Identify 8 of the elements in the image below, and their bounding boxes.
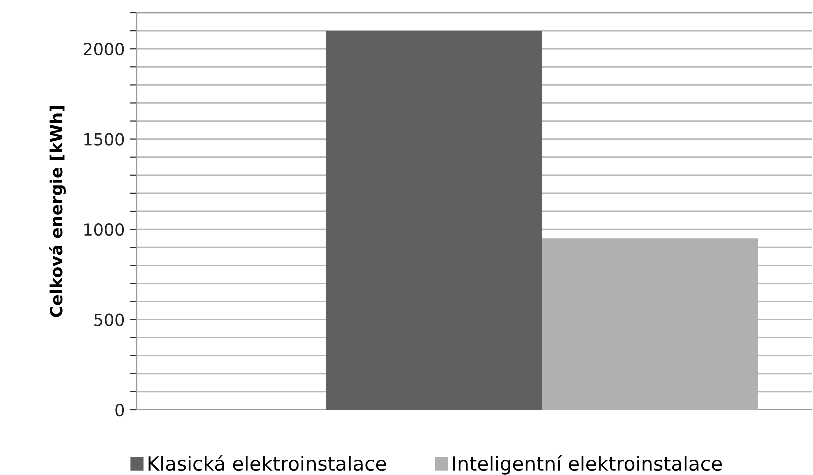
y-tick-label: 0 xyxy=(116,404,124,417)
y-axis-title: Celková energie [kWh] xyxy=(49,106,66,318)
y-tick-label: 500 xyxy=(94,314,124,326)
y-tick-label: 2000 xyxy=(84,43,124,56)
legend-label: Klasická elektroinstalace xyxy=(148,455,386,472)
y-tick-label: 1500 xyxy=(84,133,124,146)
y-tick-label: 1000 xyxy=(84,224,124,236)
legend-label: Inteligentní elektroinstalace xyxy=(453,455,722,475)
